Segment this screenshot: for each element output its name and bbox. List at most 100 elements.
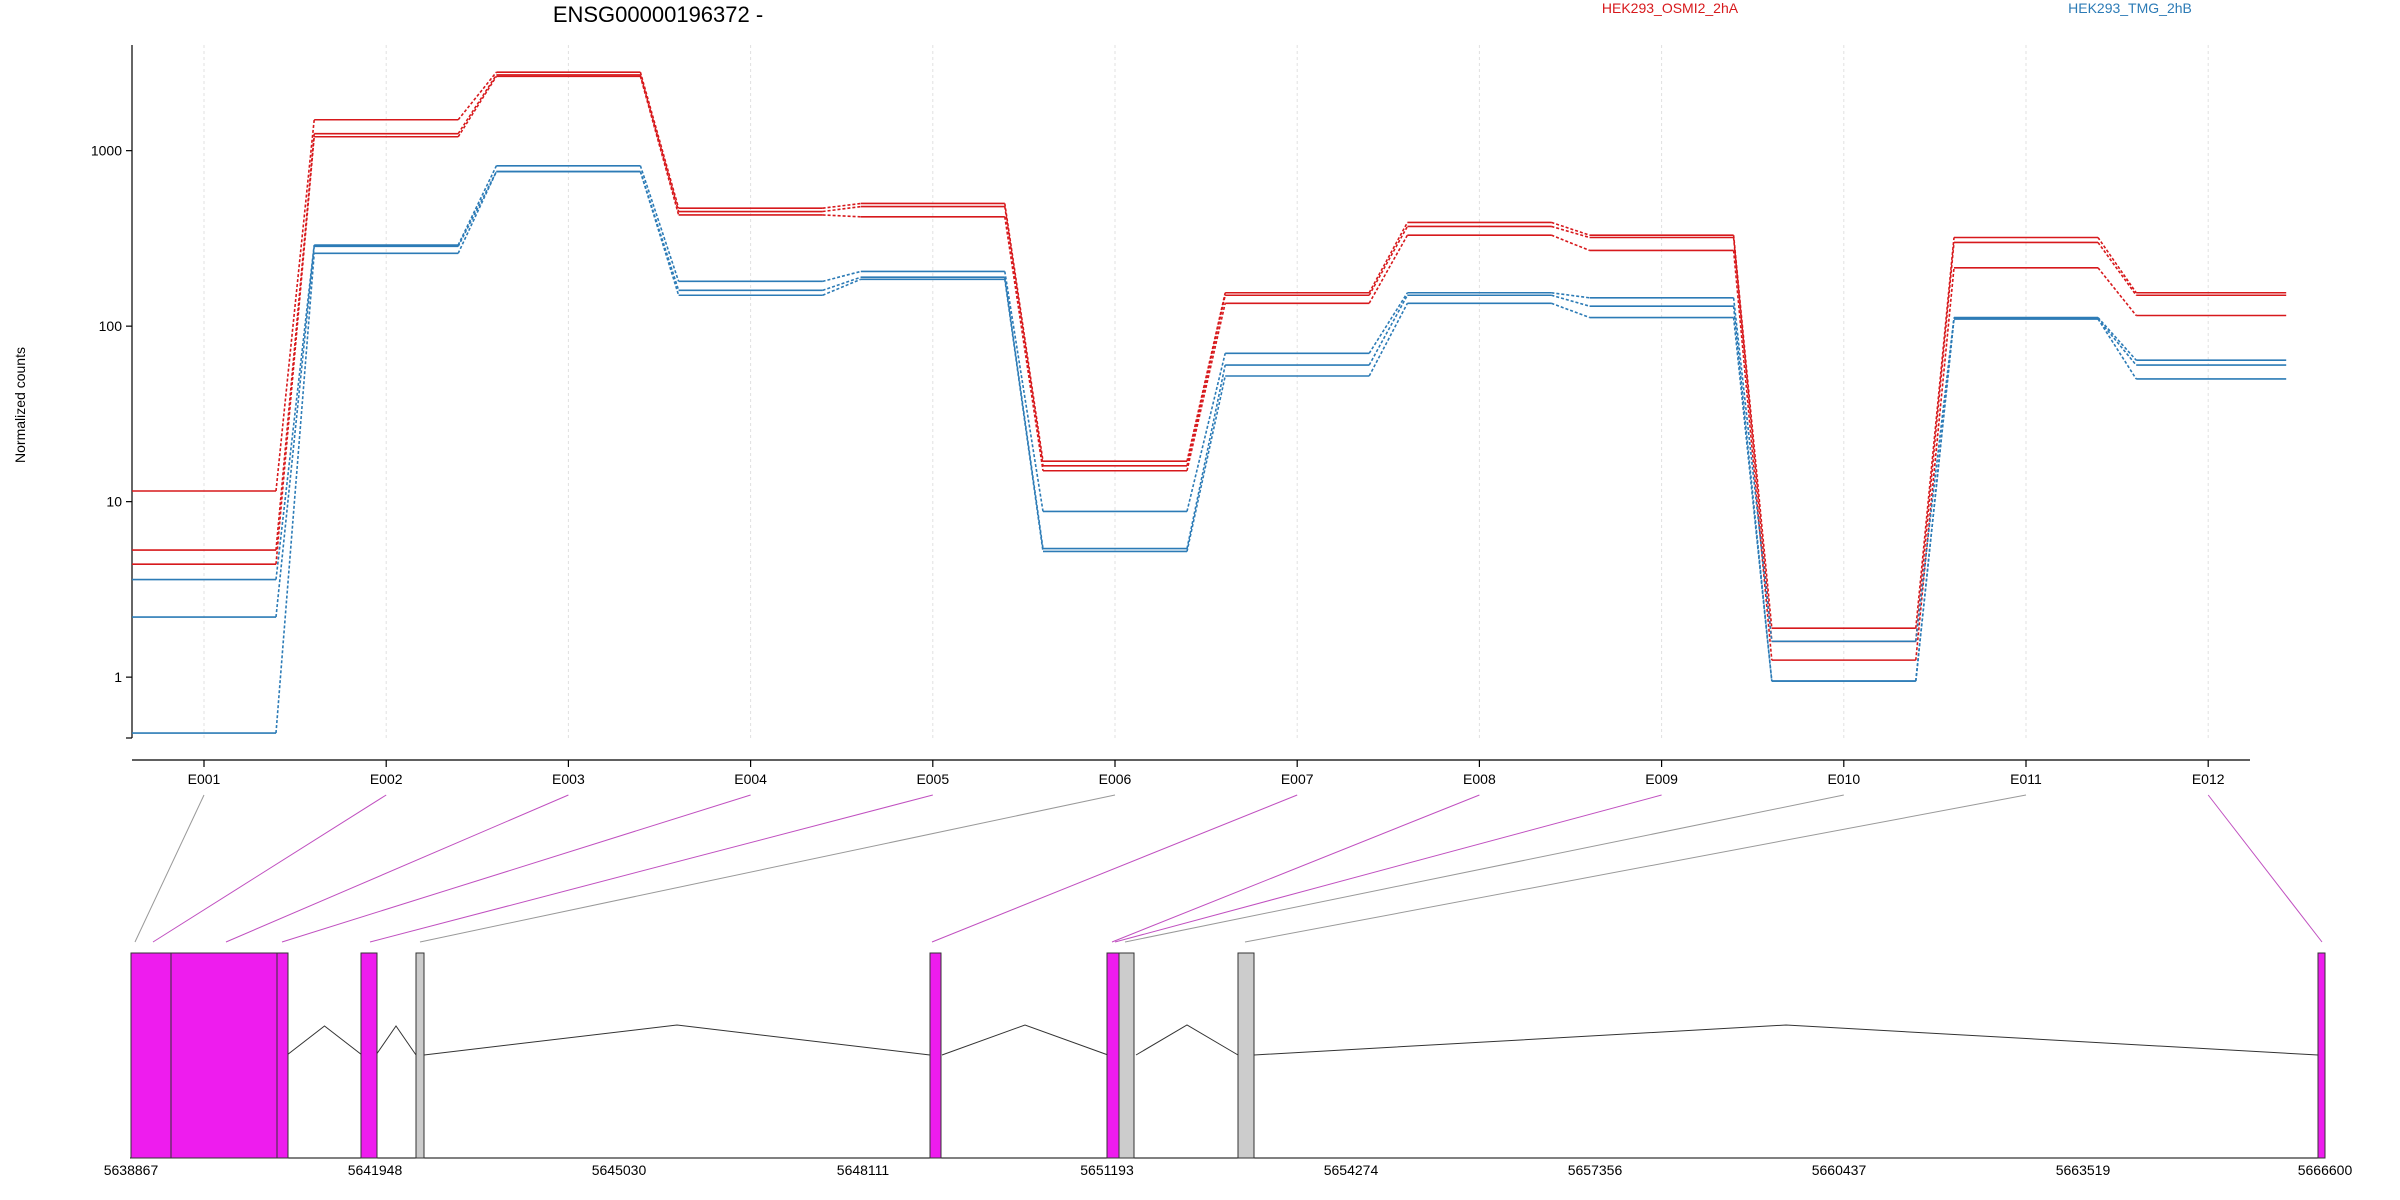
series-transition [1732,306,1773,682]
series-transition [1186,364,1226,549]
series-transition [822,205,861,213]
series-transition [1732,297,1773,642]
exon-box-unused [1237,952,1255,1159]
series-transition [275,244,315,580]
intron [286,1025,363,1056]
series-transition [457,71,498,121]
series-transition [1368,226,1409,296]
series-transition [1551,294,1590,307]
y-axis-label: Normalized counts [12,347,28,463]
series-transition [457,75,498,138]
series-transition [822,202,861,209]
exon-connector [369,794,933,943]
intron [375,1025,417,1056]
series-transition [822,278,862,296]
series-transition [639,74,680,212]
series-transition [1915,242,1955,642]
series-transition [1186,295,1226,466]
series-transition [1004,216,1044,471]
series-transition [275,119,315,492]
exon-box [2317,952,2326,1159]
series-lines [132,71,2287,734]
series-transition [2097,318,2137,380]
series-transition [822,214,861,218]
series-transition [1368,294,1409,366]
series-transition [1732,237,1773,642]
chart-title: ENSG00000196372 - [553,2,763,27]
series-transition [1368,302,1409,377]
series-transition [2097,237,2137,294]
intron [1135,1024,1239,1056]
series-transition [1004,279,1044,552]
gene-coordinate-label: 5657356 [1568,1162,1623,1178]
y-tick-label: 1 [114,669,122,685]
series-transition [639,171,680,296]
exon-box [276,952,289,1159]
series-transition [639,76,680,216]
exon-box [170,952,278,1159]
exon-connector [2207,794,2323,943]
series-transition [1368,292,1409,354]
exon-connector [1111,794,1480,943]
gene-coordinate-label: 5648111 [837,1162,890,1178]
exon-connector [225,794,569,943]
series-transition [457,74,498,135]
x-tick-label: E005 [916,771,949,787]
exon-box-unused [1118,952,1135,1159]
series-transition [275,246,315,618]
series-transition [1551,302,1590,319]
x-tick-label: E003 [552,771,585,787]
series-transition [1004,206,1044,466]
series-transition [1732,317,1773,682]
y-tick-label: 100 [99,318,123,334]
intron [941,1024,1109,1056]
gene-coordinate-label: 5645030 [592,1162,647,1178]
exon-connector [419,794,1116,943]
series-transition [1915,267,1955,661]
x-tick-label: E010 [1827,771,1860,787]
series-transition [1551,225,1590,239]
exon-box [1106,952,1120,1159]
series-transition [2097,316,2137,361]
legend-label-tmg: HEK293_TMG_2hB [2068,0,2192,16]
series-transition [1004,271,1044,512]
exon-box [130,952,172,1159]
series-transition [457,165,498,246]
series-transition [1551,234,1590,252]
x-tick-label: E012 [2192,771,2225,787]
series-transition [1186,303,1226,471]
series-transition [1732,250,1773,661]
series-transition [1186,353,1226,512]
x-tick-label: E006 [1099,771,1132,787]
series-transition [1915,318,1955,682]
exon-connector [281,794,751,943]
series-transition [457,171,498,254]
exon-connector [1244,794,2027,943]
exon-connector [1124,794,1844,943]
series-transition [2097,267,2137,317]
exon-connector [134,794,205,943]
exon-box [360,952,378,1159]
gene-coordinate-label: 5651193 [1080,1162,1134,1178]
x-tick-label: E011 [2010,771,2042,787]
gene-coordinate-label: 5654274 [1324,1162,1379,1178]
x-tick-label: E009 [1645,771,1678,787]
exon-connector [152,794,387,943]
series-transition [457,171,498,247]
gridlines [203,45,2209,738]
series-transition [1551,221,1590,236]
intron [1253,1024,2319,1056]
intron [423,1024,931,1056]
exon-box-unused [415,952,425,1159]
series-transition [822,276,862,292]
series-transition [2097,241,2137,296]
x-tick-label: E008 [1463,771,1496,787]
exon-box [929,952,942,1159]
series-transition [1186,375,1226,552]
series-transition [639,71,680,209]
gene-coordinate-label: 5660437 [1812,1162,1867,1178]
series-transition [275,253,315,734]
gene-coordinate-label: 5638867 [104,1162,159,1178]
x-tick-label: E004 [734,771,767,787]
